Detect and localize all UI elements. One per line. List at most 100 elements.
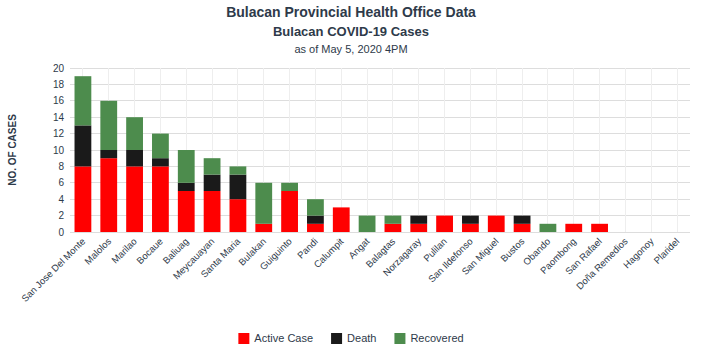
bar [204, 158, 221, 174]
bar [255, 224, 272, 232]
bar [591, 224, 608, 232]
y-tick-label: 20 [53, 63, 65, 74]
bar [410, 215, 427, 216]
x-tick-label: San Miguel [459, 236, 500, 277]
bar [307, 216, 324, 224]
grid [70, 68, 690, 232]
bar [565, 223, 582, 224]
bar [307, 224, 324, 232]
x-tick-label: Bocaue [134, 236, 165, 267]
bar [540, 224, 557, 232]
title: Bulacan Provincial Health Office Data [226, 4, 476, 20]
legend-item: Recovered [394, 332, 463, 344]
bar [204, 191, 221, 232]
bar [462, 224, 479, 232]
bar [462, 215, 479, 216]
bar [643, 232, 660, 233]
y-grid-line [70, 117, 690, 118]
x-grid-line [547, 68, 548, 232]
bar [617, 232, 634, 233]
x-tick-label: Santa Maria [198, 235, 243, 280]
x-tick-label: Plaridel [651, 236, 681, 266]
bar [75, 166, 92, 232]
bar [436, 215, 453, 216]
legend: Active Case Death Recovered [238, 332, 463, 344]
bar [178, 183, 195, 191]
bar [669, 232, 686, 233]
bar [565, 223, 582, 224]
bar [410, 216, 427, 224]
bar [75, 125, 92, 166]
series [75, 76, 557, 232]
bar [100, 158, 117, 232]
bar [255, 183, 272, 224]
y-axis-label: NO. OF CASES [7, 114, 18, 186]
bar [152, 166, 169, 232]
bar [75, 76, 92, 125]
bar [178, 191, 195, 232]
y-tick-label: 0 [58, 227, 64, 238]
bar [488, 215, 505, 216]
bar [178, 150, 195, 183]
bar [514, 215, 531, 216]
x-grid-line [599, 68, 600, 232]
x-grid-line [392, 68, 393, 232]
bar [230, 166, 247, 174]
bar [617, 232, 634, 233]
y-grid-line [70, 100, 690, 101]
x-tick-label: Norzagaray [381, 235, 424, 278]
bar [488, 215, 505, 216]
bar [617, 232, 634, 233]
x-grid-line [470, 68, 471, 232]
legend-item: Death [331, 332, 376, 344]
bar [333, 207, 350, 232]
bar [514, 224, 531, 232]
x-tick-label: Marilao [109, 236, 139, 266]
bar [126, 150, 143, 166]
bars [75, 76, 608, 232]
bar [462, 216, 479, 224]
x-tick-label: San Jose Del Monte [19, 236, 87, 304]
y-tick-label: 12 [53, 128, 65, 139]
bar [281, 183, 298, 191]
x-tick-label: Guiguinto [257, 236, 294, 273]
bar [307, 199, 324, 215]
x-grid-line [573, 68, 574, 232]
bar [126, 166, 143, 232]
bar [152, 134, 169, 159]
bar [410, 224, 427, 232]
legend-swatch [331, 333, 342, 344]
bar [591, 223, 608, 224]
legend-swatch [238, 333, 249, 344]
annotation: as of May 5, 2020 4PM [294, 43, 407, 55]
bar [204, 175, 221, 191]
y-grid-line [70, 84, 690, 85]
bar [385, 224, 402, 232]
x-tick-label: Hagonoy [621, 235, 656, 270]
bar [514, 216, 531, 224]
y-tick-label: 10 [53, 145, 65, 156]
x-tick-label: Calumpit [311, 235, 346, 270]
x-grid-line [651, 68, 652, 232]
legend-label: Death [347, 332, 376, 344]
x-grid-line [522, 68, 523, 232]
bar [591, 223, 608, 224]
x-grid-line [677, 68, 678, 232]
bar [333, 207, 350, 208]
bar [230, 175, 247, 200]
bar [565, 224, 582, 232]
series [75, 158, 608, 232]
bar [230, 199, 247, 232]
bar [643, 232, 660, 233]
bar [100, 101, 117, 150]
y-tick-label: 4 [58, 194, 64, 205]
y-tick-label: 16 [53, 95, 65, 106]
legend-swatch [394, 333, 405, 344]
y-tick-label: 18 [53, 79, 65, 90]
x-tick-label: Malolos [82, 235, 113, 266]
y-grid-line [70, 68, 690, 69]
x-grid-line [496, 68, 497, 232]
legend-label: Active Case [254, 332, 313, 344]
bar [669, 232, 686, 233]
x-grid-line [625, 68, 626, 232]
